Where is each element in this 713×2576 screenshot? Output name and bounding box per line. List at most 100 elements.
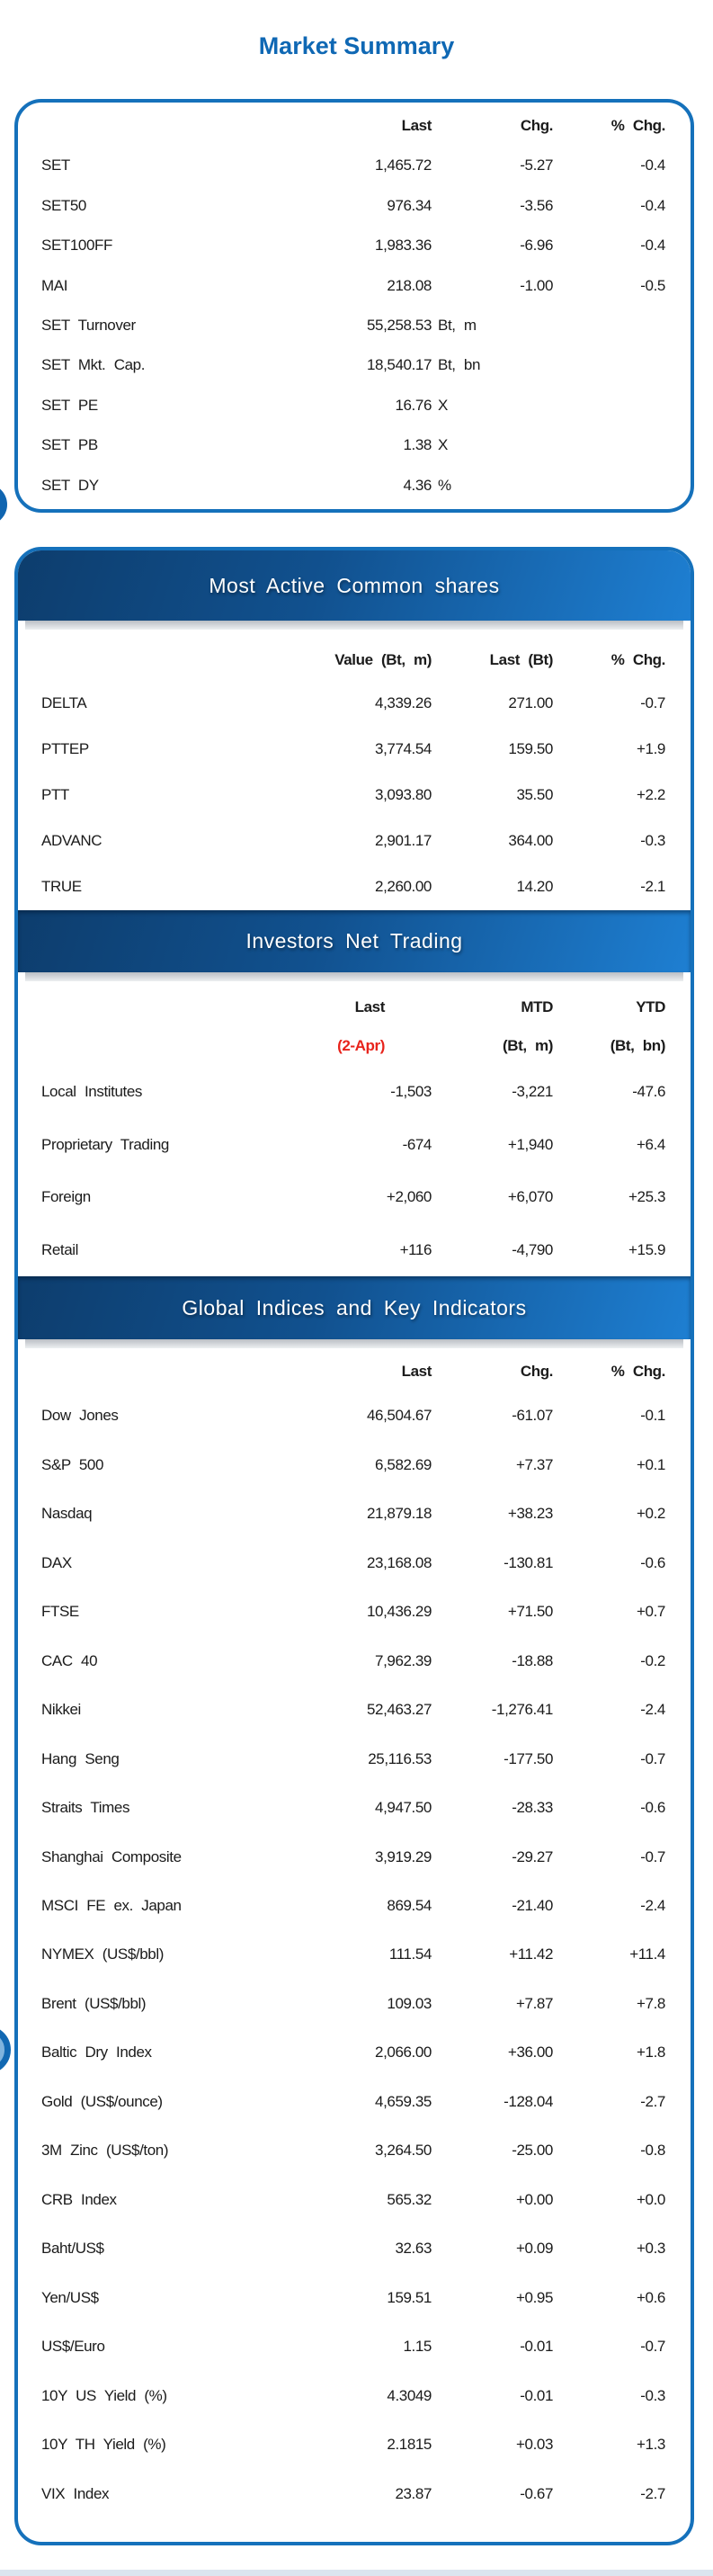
- table-row: SET PB 1.38 X: [18, 425, 691, 465]
- row-label: PTTEP: [41, 739, 89, 757]
- cell-chg: -5.27: [520, 157, 553, 174]
- column-header-pct-chg: % Chg.: [611, 651, 666, 668]
- row-label: Gold (US$/ounce): [41, 2092, 163, 2110]
- cell-pct: +0.3: [637, 2240, 665, 2258]
- cell-unit: Bt, bn: [438, 356, 481, 374]
- cell-chg: -3.56: [520, 196, 553, 214]
- table-row: Baltic Dry Index 2,066.00 +36.00 +1.8: [18, 2028, 691, 2077]
- cell-pct: -0.1: [640, 1407, 665, 1425]
- column-header-pct-chg: % Chg.: [611, 1363, 666, 1380]
- row-label: SET PE: [41, 396, 98, 414]
- cell-pct: -0.7: [640, 1749, 665, 1767]
- table-row: MAI 218.08 -1.00 -0.5: [18, 265, 691, 305]
- header-shadow-strip: [25, 972, 683, 981]
- market-summary-header-row: Last Chg. % Chg.: [18, 106, 691, 146]
- cell-last: 4.36: [403, 476, 432, 494]
- investors-table: Last MTD YTD (2-Apr) (Bt, m) (Bt, bn) Lo…: [18, 981, 691, 1276]
- row-label: SET50: [41, 196, 86, 214]
- cell-last: 2.1815: [387, 2436, 432, 2454]
- cell-last: 218.08: [387, 276, 432, 294]
- cell-mtd: +6,070: [507, 1188, 553, 1206]
- cell-last: 869.54: [387, 1897, 432, 1915]
- cell-last: 4,947.50: [375, 1799, 432, 1817]
- cell-value: 2,260.00: [375, 878, 432, 896]
- cell-last: -1,503: [390, 1083, 432, 1101]
- cell-last: 21,879.18: [366, 1505, 432, 1523]
- cell-chg: +38.23: [507, 1505, 553, 1523]
- cell-last: 159.51: [387, 2288, 432, 2306]
- table-row: Nikkei 52,463.27 -1,276.41 -2.4: [18, 1686, 691, 1734]
- section-header-investors: Investors Net Trading: [18, 910, 691, 972]
- table-row: CAC 40 7,962.39 -18.88 -0.2: [18, 1636, 691, 1685]
- cell-last: 976.34: [387, 196, 432, 214]
- cell-chg: -1.00: [520, 276, 553, 294]
- cell-last: 14.20: [516, 878, 553, 896]
- cell-last: 3,919.29: [375, 1847, 432, 1865]
- cell-pct: +1.8: [637, 2044, 665, 2062]
- global-indices-header-row: Last Chg. % Chg.: [18, 1352, 691, 1391]
- investors-subheader-row: (2-Apr) (Bt, m) (Bt, bn): [18, 1026, 691, 1066]
- cell-last: 46,504.67: [366, 1407, 432, 1425]
- row-label: MAI: [41, 276, 68, 294]
- cell-pct: +0.0: [637, 2190, 665, 2208]
- cell-last: 35.50: [516, 785, 553, 803]
- cell-chg: +36.00: [507, 2044, 553, 2062]
- row-label: TRUE: [41, 878, 82, 896]
- cell-last: +2,060: [386, 1188, 432, 1206]
- cell-mtd: -4,790: [512, 1240, 553, 1258]
- table-row: MSCI FE ex. Japan 869.54 -21.40 -2.4: [18, 1882, 691, 1930]
- cell-pct: +0.2: [637, 1505, 665, 1523]
- cell-last: 1.38: [403, 436, 432, 454]
- table-row: SET 1,465.72 -5.27 -0.4: [18, 146, 691, 185]
- cell-chg: +0.09: [515, 2240, 553, 2258]
- row-label: SET DY: [41, 476, 99, 494]
- left-edge-ring-decoration: [0, 2026, 11, 2074]
- cell-pct: -0.7: [640, 1847, 665, 1865]
- row-label: SET: [41, 157, 70, 174]
- cell-pct: +0.1: [637, 1455, 665, 1473]
- cell-unit: Bt, m: [438, 316, 477, 334]
- column-header-pct-chg: % Chg.: [611, 117, 666, 134]
- cell-pct: +1.9: [637, 739, 665, 757]
- column-header-mtd: MTD: [521, 998, 553, 1015]
- most-active-header-row: Value (Bt, m) Last (Bt) % Chg.: [18, 640, 691, 680]
- cell-chg: +0.03: [515, 2436, 553, 2454]
- cell-chg: +0.95: [515, 2288, 553, 2306]
- market-detail-box: Most Active Common shares Value (Bt, m) …: [14, 547, 694, 2545]
- table-row: SET Mkt. Cap. 18,540.17 Bt, bn: [18, 345, 691, 385]
- market-summary-rows: SET 1,465.72 -5.27 -0.4 SET50 976.34 -3.56 -0.4…: [18, 146, 691, 505]
- cell-pct: +0.6: [637, 2288, 665, 2306]
- cell-chg: -21.40: [512, 1897, 553, 1915]
- cell-chg: -0.01: [520, 2338, 553, 2356]
- cell-last: 1,983.36: [375, 237, 432, 255]
- row-label: VIX Index: [41, 2484, 110, 2502]
- table-row: Gold (US$/ounce) 4,659.35 -128.04 -2.7: [18, 2078, 691, 2126]
- row-label: S&P 500: [41, 1455, 103, 1473]
- subheader-date: (2-Apr): [337, 1037, 385, 1054]
- row-label: Brent (US$/bbl): [41, 1994, 147, 2012]
- column-header-value: Value (Bt, m): [334, 651, 432, 668]
- cell-last: -674: [402, 1135, 432, 1153]
- row-label: Hang Seng: [41, 1749, 120, 1767]
- most-active-table: Value (Bt, m) Last (Bt) % Chg. DELTA 4,33…: [18, 630, 691, 910]
- cell-last: 271.00: [508, 693, 553, 711]
- row-label: ADVANC: [41, 832, 102, 850]
- cell-chg: -130.81: [504, 1553, 553, 1571]
- table-row: SET50 976.34 -3.56 -0.4: [18, 185, 691, 225]
- row-label: Foreign: [41, 1188, 91, 1206]
- table-row: SET Turnover 55,258.53 Bt, m: [18, 306, 691, 345]
- global-indices-table: Last Chg. % Chg. Dow Jones 46,504.67 -61.0…: [18, 1348, 691, 2542]
- section-header-most-active: Most Active Common shares: [18, 550, 691, 621]
- cell-pct: -0.5: [640, 276, 665, 294]
- section-title: Investors Net Trading: [245, 929, 463, 953]
- cell-chg: -25.00: [512, 2142, 553, 2160]
- row-label: Retail: [41, 1240, 79, 1258]
- cell-pct: +1.3: [637, 2436, 665, 2454]
- table-row: SET100FF 1,983.36 -6.96 -0.4: [18, 226, 691, 265]
- cell-last: 364.00: [508, 832, 553, 850]
- table-row: Brent (US$/bbl) 109.03 +7.87 +7.8: [18, 1980, 691, 2028]
- row-label: Local Institutes: [41, 1083, 142, 1101]
- cell-chg: +0.00: [515, 2190, 553, 2208]
- cell-mtd: -3,221: [512, 1083, 553, 1101]
- cell-last: 7,962.39: [375, 1651, 432, 1669]
